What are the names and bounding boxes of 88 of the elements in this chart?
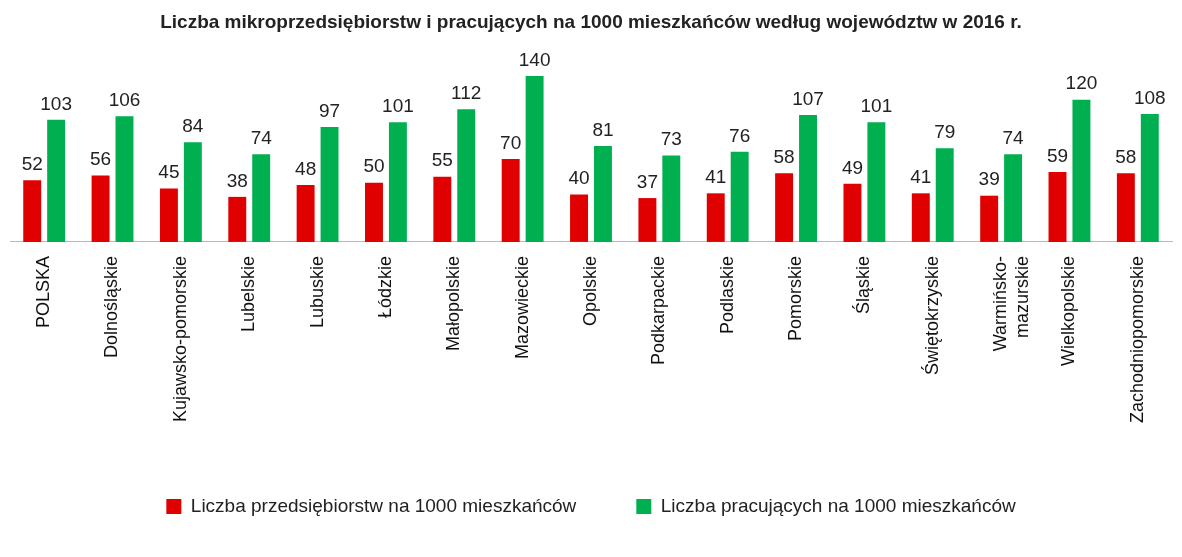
data-label: 140 [518, 48, 551, 70]
bar [115, 116, 134, 242]
data-label: 101 [382, 94, 414, 116]
data-label: 45 [158, 161, 180, 183]
bar [183, 142, 202, 242]
data-label: 107 [792, 87, 824, 109]
x-tick-label: Opolskie [579, 255, 600, 326]
bar [525, 76, 544, 242]
bar [799, 115, 817, 242]
data-label: 73 [660, 128, 682, 150]
x-tick-label: Kujawsko-pomorskie [169, 255, 190, 422]
bar [593, 145, 612, 242]
bar [867, 122, 886, 242]
data-label: 39 [978, 168, 1000, 190]
data-label: 52 [21, 153, 43, 175]
x-tick-label: Małopolskie [443, 255, 464, 351]
bar [935, 148, 954, 242]
x-tick-label: Podkarpackie [648, 255, 669, 365]
x-tick-label: Wielkopolskie [1058, 255, 1079, 366]
data-label: 103 [40, 92, 72, 114]
bar [1004, 154, 1023, 242]
bar [843, 183, 862, 242]
bar [91, 175, 110, 242]
data-label: 41 [910, 166, 932, 188]
x-tick-label: Dolnośląskie [101, 255, 122, 358]
data-label: 55 [431, 149, 453, 171]
bar [228, 196, 247, 242]
data-label: 59 [1046, 144, 1069, 166]
bar [433, 176, 452, 242]
x-tick-label: Zachodniopomorskie [1126, 255, 1147, 423]
bar [388, 122, 407, 242]
bar [730, 151, 749, 242]
data-label: 58 [1115, 145, 1137, 167]
x-tick-label: Mazowieckie [511, 255, 532, 359]
data-label: 58 [773, 145, 795, 167]
bar [47, 119, 66, 242]
x-tick-label: Łódzkie [374, 255, 395, 318]
bar [159, 188, 178, 242]
bar [1116, 173, 1135, 242]
x-tick-label: Pomorskie [785, 255, 806, 341]
data-label: 84 [182, 115, 204, 137]
x-tick-label: Podlaskie [716, 255, 737, 334]
x-tick-label: Lubuskie [306, 255, 327, 328]
data-label: 79 [934, 121, 956, 143]
data-label: 37 [636, 170, 658, 192]
data-label: 74 [250, 126, 273, 148]
x-tick-label: Świętokrzyskie [920, 255, 942, 375]
bar [662, 155, 681, 242]
data-label: 106 [108, 89, 141, 111]
bar [706, 193, 725, 242]
bar [570, 194, 589, 242]
data-label: 108 [1133, 86, 1166, 108]
bar [980, 195, 999, 242]
x-tick-label: Lubelskie [238, 255, 259, 332]
data-label: 40 [568, 167, 590, 189]
data-label: 76 [729, 124, 751, 146]
chart-title: Liczba mikroprzedsiębiorstw i pracujących na 1000 mieszkańców według województw w 2016 r. [159, 10, 1023, 34]
bar [320, 126, 339, 242]
data-label: 81 [592, 118, 614, 140]
x-tick-label: Warmińsko- mazurskie [990, 255, 1032, 352]
bar [638, 198, 657, 242]
x-tick-label: Śląskie [852, 255, 874, 314]
bar [911, 193, 930, 242]
x-tick-label: POLSKA [33, 255, 54, 328]
legend-label: Liczba pracujących na 1000 mieszkańców [660, 494, 1016, 516]
data-label: 48 [295, 157, 317, 179]
bar [457, 109, 476, 242]
bar [1048, 171, 1067, 242]
bar [775, 173, 794, 242]
bar [252, 154, 271, 242]
data-label: 50 [363, 155, 385, 177]
data-label: 97 [318, 99, 341, 121]
bar [23, 180, 42, 242]
data-label: 49 [841, 156, 864, 178]
legend-label: Liczba przedsiębiorstw na 1000 mieszkańców [190, 494, 577, 516]
data-label: 74 [1002, 126, 1025, 148]
bar [365, 182, 383, 242]
data-label: 70 [500, 131, 522, 153]
bar [296, 185, 315, 242]
data-label: 120 [1065, 72, 1098, 94]
data-label: 112 [451, 81, 482, 103]
data-label: 38 [226, 169, 248, 191]
data-label: 41 [705, 166, 727, 188]
data-label: 101 [860, 94, 893, 116]
bar [1140, 113, 1159, 242]
bar [1072, 99, 1091, 242]
bar [501, 158, 520, 242]
data-label: 56 [90, 148, 112, 170]
